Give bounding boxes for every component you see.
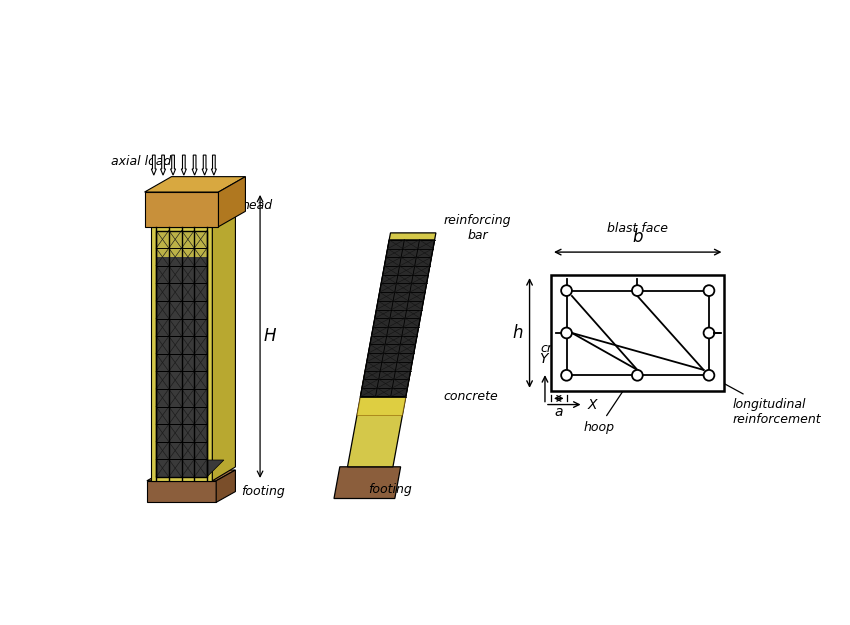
Circle shape	[704, 285, 714, 296]
Text: b: b	[632, 228, 643, 246]
Circle shape	[704, 370, 714, 381]
Text: footing: footing	[241, 485, 286, 498]
Text: Y: Y	[539, 352, 547, 366]
Circle shape	[561, 285, 572, 296]
FancyArrow shape	[151, 155, 156, 175]
Polygon shape	[348, 233, 436, 467]
Text: head: head	[241, 199, 273, 212]
Polygon shape	[147, 481, 216, 502]
Text: cross-ties: cross-ties	[541, 342, 626, 355]
Polygon shape	[357, 366, 411, 416]
Circle shape	[561, 370, 572, 381]
Polygon shape	[216, 470, 235, 502]
Bar	[566, 291, 709, 375]
FancyArrow shape	[192, 155, 197, 175]
Text: H: H	[264, 328, 276, 346]
Polygon shape	[334, 467, 400, 499]
Polygon shape	[218, 177, 246, 227]
Polygon shape	[156, 231, 207, 477]
Bar	[551, 275, 724, 391]
Text: a: a	[554, 406, 563, 419]
Polygon shape	[144, 192, 218, 227]
Circle shape	[632, 285, 643, 296]
Polygon shape	[147, 470, 235, 481]
Text: h: h	[513, 324, 524, 342]
Text: axial load: axial load	[111, 155, 172, 168]
Text: blast face: blast face	[607, 222, 668, 235]
Text: hoop: hoop	[583, 379, 632, 434]
FancyArrow shape	[202, 155, 207, 175]
Text: X: X	[587, 398, 597, 411]
FancyArrow shape	[161, 155, 166, 175]
Polygon shape	[156, 460, 224, 477]
Polygon shape	[144, 177, 246, 192]
FancyArrow shape	[181, 155, 186, 175]
FancyArrow shape	[212, 155, 217, 175]
Text: longitudinal
reinforcement: longitudinal reinforcement	[712, 378, 821, 426]
Circle shape	[561, 328, 572, 338]
Polygon shape	[212, 213, 235, 481]
Polygon shape	[360, 240, 434, 397]
Polygon shape	[150, 213, 235, 227]
Polygon shape	[156, 231, 207, 258]
FancyArrow shape	[171, 155, 176, 175]
Polygon shape	[150, 227, 212, 481]
Circle shape	[704, 328, 714, 338]
Text: reinforcing
bar: reinforcing bar	[444, 214, 512, 243]
Circle shape	[632, 370, 643, 381]
Text: footing: footing	[368, 482, 411, 496]
Text: concrete: concrete	[444, 390, 499, 403]
